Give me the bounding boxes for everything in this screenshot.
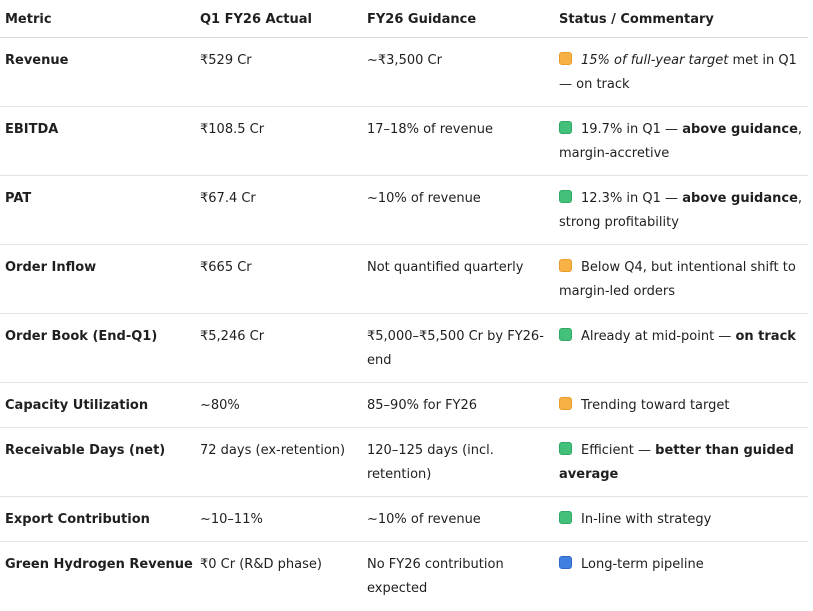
status-cell: 19.7% in Q1 — above guidance, margin-acc…	[559, 118, 804, 166]
guidance-cell: ₹5,000–₹5,500 Cr by FY26-end	[367, 329, 544, 368]
guidance-cell: No FY26 contribution expected	[367, 557, 504, 596]
status-text: 19.7% in Q1 —	[581, 122, 683, 137]
green-square-icon	[559, 190, 572, 203]
status-cell: 12.3% in Q1 — above guidance, strong pro…	[559, 187, 804, 235]
guidance-cell: ~10% of revenue	[367, 512, 481, 527]
status-cell: In-line with strategy	[559, 508, 804, 532]
status-text: 15% of full-year target	[581, 53, 729, 68]
status-text: Trending toward target	[581, 398, 730, 413]
table-body: Revenue ₹529 Cr ~₹3,500 Cr 15% of full-year…	[0, 38, 808, 611]
actual-cell: 72 days (ex-retention)	[200, 443, 346, 458]
status-text: on track	[735, 329, 796, 344]
guidance-cell: ~10% of revenue	[367, 191, 481, 206]
status-text: Already at mid-point —	[581, 329, 736, 344]
green-square-icon	[559, 328, 572, 341]
actual-cell: ~10–11%	[200, 512, 263, 527]
orange-square-icon	[559, 52, 572, 65]
guidance-cell: ~₹3,500 Cr	[367, 53, 442, 68]
status-text: In-line with strategy	[581, 512, 712, 527]
green-square-icon	[559, 442, 572, 455]
actual-cell: ₹67.4 Cr	[200, 191, 256, 206]
status-cell: Below Q4, but intentional shift to margi…	[559, 256, 804, 304]
orange-square-icon	[559, 259, 572, 272]
metric-cell: Order Book (End-Q1)	[5, 329, 158, 344]
orange-square-icon	[559, 397, 572, 410]
actual-cell: ₹108.5 Cr	[200, 122, 265, 137]
header-actual: Q1 FY26 Actual	[200, 12, 312, 27]
green-square-icon	[559, 121, 572, 134]
table-row: Export Contribution ~10–11% ~10% of revenu…	[0, 497, 808, 542]
status-text: 12.3% in Q1 —	[581, 191, 683, 206]
metric-cell: Capacity Utilization	[5, 398, 149, 413]
guidance-cell: 85–90% for FY26	[367, 398, 478, 413]
status-cell: Already at mid-point — on track	[559, 325, 804, 349]
table-row: Green Hydrogen Revenue ₹0 Cr (R&D phase) N…	[0, 542, 808, 611]
table-row: Capacity Utilization ~80% 85–90% for FY26 T…	[0, 383, 808, 428]
status-text: , strong profitability	[559, 191, 803, 230]
table-row: Receivable Days (net) 72 days (ex-retenti…	[0, 428, 808, 497]
status-cell: Trending toward target	[559, 394, 804, 418]
header-guidance: FY26 Guidance	[367, 12, 477, 27]
status-text: met in Q1 — on track	[559, 53, 797, 92]
metric-cell: Export Contribution	[5, 512, 150, 527]
status-text: Efficient —	[581, 443, 656, 458]
metric-cell: Green Hydrogen Revenue	[5, 557, 193, 572]
actual-cell: ₹665 Cr	[200, 260, 252, 275]
table-row: PAT ₹67.4 Cr ~10% of revenue 12.3% in Q1 — …	[0, 176, 808, 245]
table-header-row: Metric Q1 FY26 Actual FY26 Guidance Stat…	[0, 0, 808, 38]
metric-cell: Revenue	[5, 53, 69, 68]
status-text: above guidance	[682, 122, 798, 137]
table-row: Revenue ₹529 Cr ~₹3,500 Cr 15% of full-year…	[0, 38, 808, 107]
header-metric: Metric	[5, 12, 52, 27]
table-row: EBITDA ₹108.5 Cr 17–18% of revenue 19.7% in…	[0, 107, 808, 176]
actual-cell: ₹0 Cr (R&D phase)	[200, 557, 322, 572]
status-cell: Long-term pipeline	[559, 553, 804, 577]
metric-cell: PAT	[5, 191, 32, 206]
metric-cell: EBITDA	[5, 122, 59, 137]
actual-cell: ₹5,246 Cr	[200, 329, 265, 344]
header-status: Status / Commentary	[559, 12, 714, 27]
status-text: , margin-accretive	[559, 122, 803, 161]
green-square-icon	[559, 511, 572, 524]
status-cell: 15% of full-year target met in Q1 — on t…	[559, 49, 804, 97]
status-text: Below Q4, but intentional shift to margi…	[559, 260, 796, 299]
guidance-cell: 17–18% of revenue	[367, 122, 493, 137]
actual-cell: ~80%	[200, 398, 240, 413]
guidance-cell: Not quantified quarterly	[367, 260, 524, 275]
blue-square-icon	[559, 556, 572, 569]
status-text: Long-term pipeline	[581, 557, 704, 572]
table-row: Order Book (End-Q1) ₹5,246 Cr ₹5,000–₹5,50…	[0, 314, 808, 383]
actual-cell: ₹529 Cr	[200, 53, 252, 68]
status-text: above guidance	[682, 191, 798, 206]
metric-cell: Receivable Days (net)	[5, 443, 166, 458]
metric-cell: Order Inflow	[5, 260, 97, 275]
table-row: Order Inflow ₹665 Cr Not quantified quarte…	[0, 245, 808, 314]
status-text: better than guided average	[559, 443, 794, 482]
status-cell: Efficient — better than guided average	[559, 439, 804, 487]
guidance-cell: 120–125 days (incl. retention)	[367, 443, 494, 482]
